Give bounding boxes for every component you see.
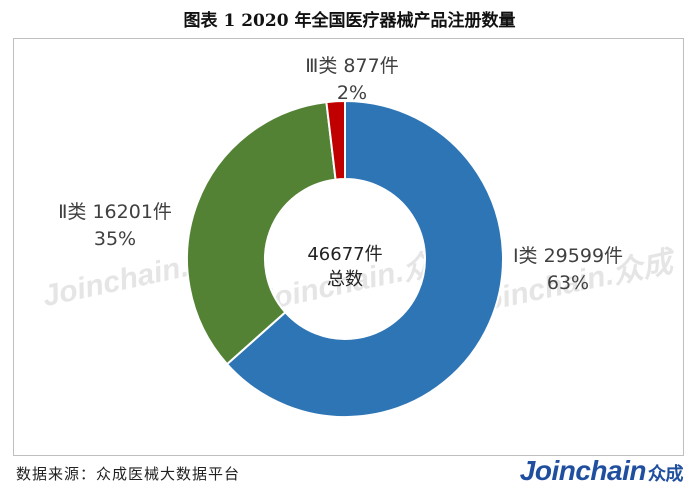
donut-slice-3 <box>325 99 346 181</box>
data-source: 数据来源：众成医械大数据平台 <box>16 465 241 483</box>
slice-percent-3: 2% <box>337 82 367 104</box>
brand-cn: 众成 <box>648 464 684 484</box>
center-total-label: 总数 <box>327 269 363 290</box>
chart-title: 图表 1 2020 年全国医疗器械产品注册数量 <box>183 11 516 31</box>
slice-label-3: Ⅲ类 877件 <box>305 55 398 77</box>
slice-label-2: Ⅱ类 16201件 <box>58 201 172 223</box>
brand-latin: Joinchain <box>519 455 647 486</box>
slices-group <box>186 99 504 418</box>
labels-group: Ⅰ类 29599件 63% Ⅱ类 16201件 35% Ⅲ类 877件 2% <box>58 55 623 294</box>
slice-percent-2: 35% <box>94 228 136 250</box>
chart-frame <box>13 38 684 456</box>
slice-label-1: Ⅰ类 29599件 <box>513 245 623 267</box>
donut-slice-2 <box>186 100 337 366</box>
donut-slice-1 <box>225 99 504 418</box>
brand-logo: Joinchain 众成 <box>519 455 684 487</box>
center-total-value: 46677件 <box>307 244 382 265</box>
slice-percent-1: 63% <box>547 272 589 294</box>
